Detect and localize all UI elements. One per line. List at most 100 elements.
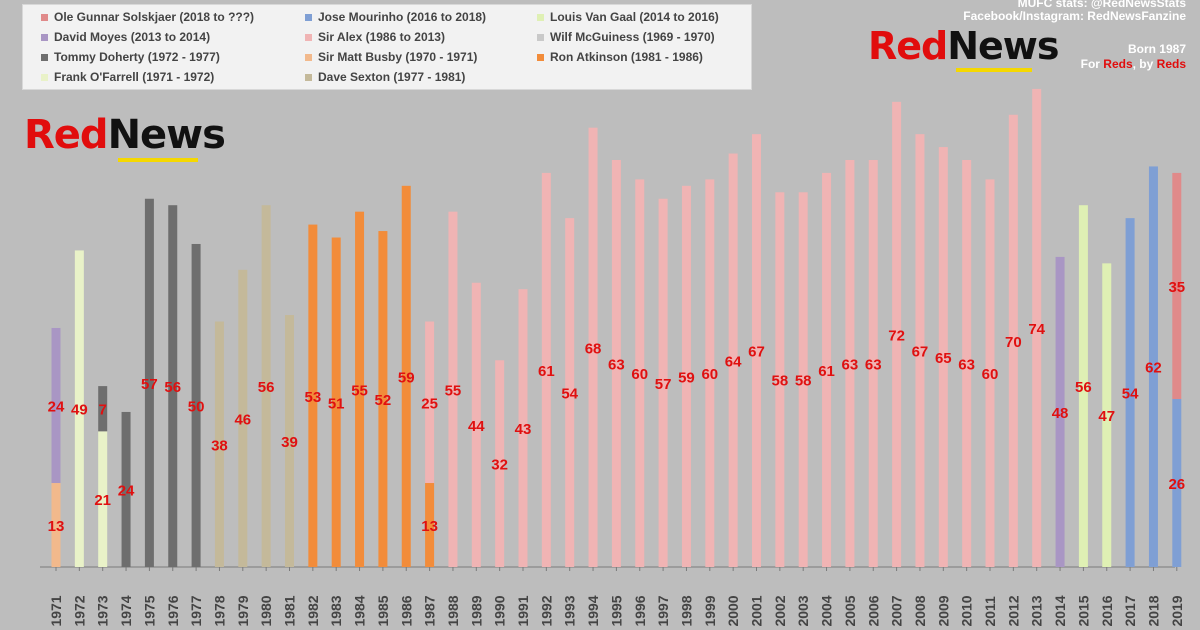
bar-segment — [308, 224, 318, 567]
data-label: 13 — [421, 518, 438, 535]
x-tick-label: o 2010 — [959, 595, 975, 630]
born-line: Born 1987 — [1127, 42, 1186, 56]
legend-swatch — [305, 33, 312, 41]
data-label: 25 — [421, 395, 438, 412]
x-tick-label: o 1977 — [188, 595, 204, 630]
bar-segment — [635, 179, 645, 568]
x-tick-label: o 1974 — [118, 595, 134, 630]
legend-swatch — [41, 53, 48, 61]
data-label: 51 — [328, 395, 345, 412]
legend-label: Sir Alex (1986 to 2013) — [318, 30, 445, 44]
bar-segment — [611, 159, 621, 567]
bar-segment — [752, 134, 761, 568]
x-tick-label: o 1983 — [328, 595, 344, 630]
x-tick-label: o 2000 — [725, 595, 741, 630]
legend-item: Sir Alex (1986 to 2013) — [305, 30, 445, 44]
bar-segment — [495, 360, 505, 567]
bar-segment — [868, 159, 878, 567]
x-tick-label: o 2018 — [1145, 595, 1161, 630]
x-tick-label: o 1984 — [352, 595, 368, 630]
legend-label: Wilf McGuiness (1969 - 1970) — [550, 30, 715, 44]
tagline-by: , by — [1132, 57, 1154, 71]
data-label: 49 — [71, 402, 88, 419]
credit-stats: MUFC stats: @RedNewsStats — [1017, 0, 1186, 10]
logo-top-right: RedNews — [868, 24, 1060, 72]
x-tick-label: o 1973 — [95, 595, 111, 630]
x-tick-label: o 1993 — [562, 595, 578, 630]
logo-left-red-text: Red — [24, 112, 109, 158]
x-tick-label: o 1990 — [492, 595, 508, 630]
legend-item: David Moyes (2013 to 2014) — [41, 30, 210, 44]
bar-segment — [401, 185, 411, 567]
data-label: 26 — [1168, 476, 1185, 493]
legend-item: Louis Van Gaal (2014 to 2016) — [537, 10, 719, 24]
legend-swatch — [537, 13, 544, 21]
tagline-reds-1: Reds — [1103, 57, 1133, 71]
x-tick-label: o 2008 — [912, 595, 928, 630]
x-tick-label: o 1997 — [655, 595, 671, 630]
x-tick-label: o 1987 — [422, 595, 438, 630]
bar-segment — [1102, 263, 1112, 567]
legend-item: Sir Matt Busby (1970 - 1971) — [305, 50, 477, 64]
bar-segment — [541, 172, 551, 567]
bar-segment — [261, 205, 271, 568]
data-label: 7 — [99, 402, 107, 419]
data-label: 58 — [795, 373, 812, 390]
data-label: 44 — [468, 418, 485, 435]
data-label: 46 — [234, 411, 251, 428]
x-tick-label: o 1998 — [678, 595, 694, 630]
bar-segment — [425, 321, 435, 484]
x-tick-label: o 1986 — [398, 595, 414, 630]
data-label: 38 — [211, 437, 228, 454]
data-label: 63 — [608, 356, 625, 373]
data-label: 61 — [538, 363, 555, 380]
bar-segment — [51, 327, 61, 484]
bar-segment — [331, 237, 341, 567]
data-label: 58 — [772, 373, 789, 390]
data-label: 56 — [1075, 379, 1092, 396]
x-tick-label: o 1975 — [141, 595, 157, 630]
legend-item: Tommy Doherty (1972 - 1977) — [41, 50, 220, 64]
bar-segment — [448, 211, 458, 567]
bar-segment — [681, 185, 691, 567]
data-label: 63 — [865, 356, 882, 373]
bar-segment — [285, 315, 294, 567]
bar-segment — [168, 205, 178, 568]
bar-segment — [588, 127, 598, 568]
legend-item: Jose Mourinho (2016 to 2018) — [305, 10, 486, 24]
bar-segment — [1055, 256, 1065, 567]
data-label: 52 — [375, 392, 392, 409]
legend-label: Frank O'Farrell (1971 - 1972) — [54, 70, 215, 84]
bar-segment — [1172, 399, 1182, 567]
x-tick-label: o 1991 — [515, 595, 531, 630]
x-tick-label: o 2017 — [1122, 595, 1138, 630]
data-label: 55 — [351, 382, 368, 399]
data-label: 43 — [515, 421, 532, 438]
bar-segment — [728, 153, 738, 568]
legend-item: Ole Gunnar Solskjaer (2018 to ???) — [41, 10, 254, 24]
logo-left: RedNews — [24, 112, 226, 162]
data-label: 59 — [398, 369, 415, 386]
legend-swatch — [41, 73, 48, 81]
bar-segment — [1032, 88, 1042, 567]
x-tick-label: o 1971 — [48, 595, 64, 630]
bar-segment — [144, 198, 154, 567]
data-label: 68 — [585, 340, 602, 357]
data-label: 54 — [1122, 386, 1139, 403]
bar-segment — [798, 192, 808, 567]
legend-swatch — [305, 53, 312, 61]
bar-segment — [565, 218, 575, 567]
bar-segment — [822, 172, 832, 567]
bar-segment — [1148, 166, 1158, 567]
data-label: 56 — [258, 379, 275, 396]
data-label: 53 — [305, 389, 322, 406]
x-tick-label: o 2016 — [1099, 595, 1115, 630]
x-tick-label: o 2015 — [1075, 595, 1091, 630]
data-label: 60 — [631, 366, 648, 383]
credit-social: Facebook/Instagram: RedNewsFanzine — [963, 9, 1186, 23]
tagline: For Reds, by Reds — [1081, 57, 1186, 71]
bar-segment — [775, 192, 785, 567]
data-label: 57 — [141, 376, 158, 393]
x-tick-label: o 2002 — [772, 595, 788, 630]
legend-label: Ron Atkinson (1981 - 1986) — [550, 50, 703, 64]
